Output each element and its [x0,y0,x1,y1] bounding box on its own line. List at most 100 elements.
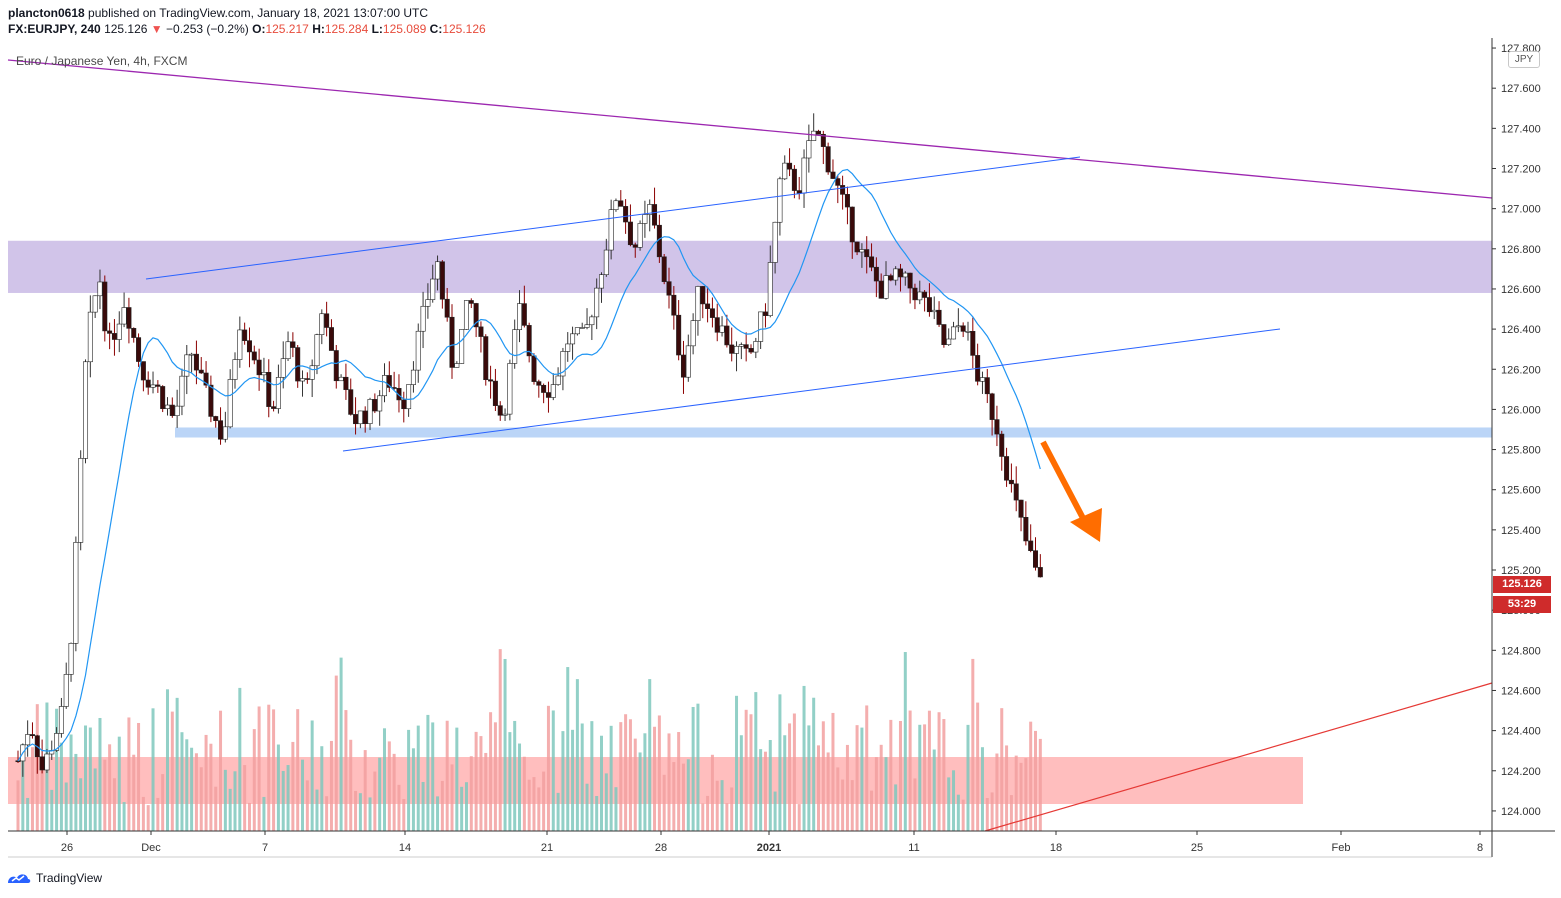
volume-bar [296,709,300,831]
tradingview-footer[interactable]: TradingView [6,871,102,885]
volume-bar [841,779,845,831]
candle-body [999,433,1005,457]
volume-bar [175,697,179,831]
volume-bar [609,725,613,831]
candle-body [758,311,764,342]
candle-body [700,286,706,305]
candle-body [893,268,899,281]
candle-body [140,361,146,381]
x-tick-label: 8 [1477,842,1483,854]
volume-bar [966,724,970,831]
high-value: 125.284 [324,22,369,36]
volume-bar [344,710,348,831]
volume-bar [498,649,502,831]
volume-bar [305,780,309,831]
volume-bar [407,729,411,831]
volume-bar [214,786,218,831]
volume-bar [69,734,73,831]
candle-body [420,305,426,332]
x-tick-label: 11 [908,842,919,854]
candle-body [174,405,180,416]
candle-body [497,405,503,416]
candle-body [1018,499,1024,518]
candle-body [642,214,648,224]
volume-bar [831,712,835,831]
candle-body [806,140,812,159]
volume-bar [301,759,305,831]
volume-bar [667,733,671,831]
y-tick-label: 127.200 [1501,163,1541,175]
candle-body [107,330,113,334]
volume-bar [464,782,468,831]
y-tick-label: 124.600 [1501,685,1541,697]
candle-body [275,377,281,409]
volume-bar [141,796,145,831]
candle-body [946,338,952,345]
volume-bar [209,743,213,831]
volume-bar [792,713,796,831]
candle-body [608,209,614,251]
volume-bar [995,753,999,831]
candle-body [164,404,170,409]
candle-body [545,392,551,398]
volume-bar [238,687,242,831]
volume-bar [228,788,232,831]
candle-body [849,206,855,243]
y-tick-label: 127.400 [1501,123,1541,135]
publisher-name[interactable]: plancton0618 [8,6,85,20]
currency-badge[interactable]: JPY [1508,51,1540,68]
volume-bar [84,725,88,831]
volume-bar [329,740,333,831]
candle-body [734,345,740,354]
volume-bar [469,756,473,831]
candle-body [372,399,378,412]
volume-bar [735,695,739,831]
candle-body [68,643,74,675]
volume-bar [339,657,343,831]
volume-bar [542,771,546,831]
candle-body [512,329,518,364]
candle-body [647,204,653,215]
candle-body [589,316,595,326]
y-tick-label: 124.800 [1501,645,1541,657]
candle-body [613,200,619,210]
volume-bar [262,796,266,831]
volume-bar [715,780,719,831]
volume-bar [431,722,435,831]
volume-bar [561,731,565,831]
volume-bar [30,747,34,831]
candle-body [449,316,455,368]
candle-body [680,354,686,378]
candle-body [232,359,238,380]
volume-bar [845,744,849,831]
y-tick-label: 124.200 [1501,766,1541,778]
candle-body [796,190,802,194]
volume-bar [686,759,690,831]
volume-bar [98,717,102,831]
volume-bar [648,679,652,831]
volume-bar [267,704,271,831]
candle-body [203,372,209,386]
candle-body [160,386,166,409]
candle-body [261,372,267,376]
volume-bar [850,780,854,831]
candle-body [242,329,248,341]
volume-bar [190,747,194,831]
volume-bar [161,774,165,831]
candle-body [830,171,836,179]
ohlc-legend: FX:EURJPY, 240 125.126 ▼ −0.253 (−0.2%) … [8,22,486,36]
volume-bar [956,794,960,831]
last-price-tag: 125.126 [1493,576,1551,593]
volume-bar [146,805,150,831]
chart-title: Euro / Japanese Yen, 4h, FXCM [16,54,188,68]
candle-body [816,130,822,135]
volume-bar [354,790,358,831]
y-tick-label: 126.800 [1501,244,1541,256]
low-label: L: [371,22,383,36]
volume-bar [807,725,811,831]
candle-body [883,275,889,299]
x-tick-label: 2021 [757,842,781,854]
candle-body [1004,456,1010,481]
candle-body [955,325,961,328]
